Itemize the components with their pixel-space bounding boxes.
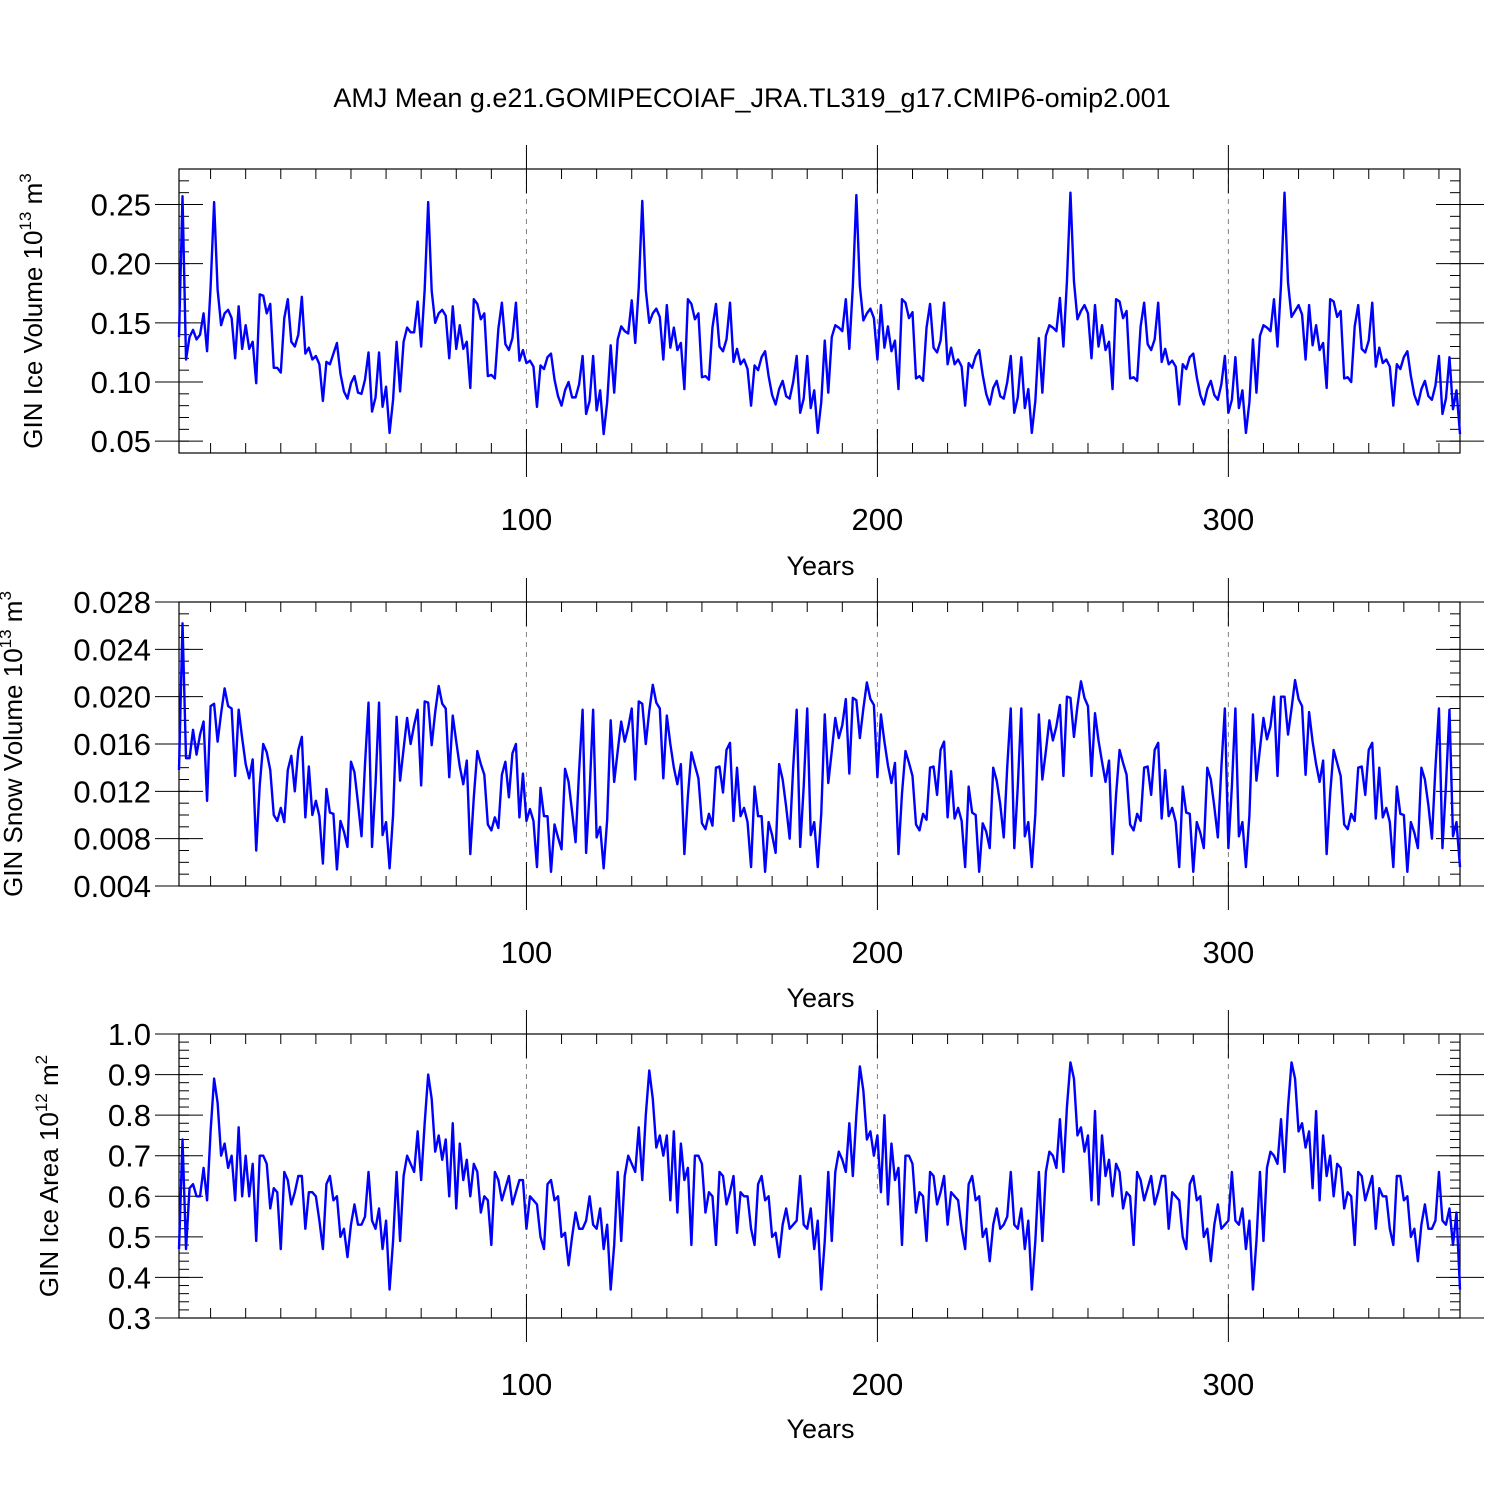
x-axis-label: Years: [786, 1414, 854, 1444]
y-tick-label: 0.20: [91, 247, 151, 282]
y-tick-label: 0.028: [73, 585, 151, 620]
y-axis-label: GIN Ice Area 1012 m2: [32, 1055, 64, 1297]
y-tick-label: 0.8: [108, 1098, 151, 1133]
y-tick-label: 0.3: [108, 1301, 151, 1336]
plot-frame: [178, 1033, 1461, 1319]
series-line: [177, 622, 1462, 873]
y-tick-label: 0.004: [73, 869, 151, 904]
y-tick-label: 0.016: [73, 727, 151, 762]
y-tick-label: 0.008: [73, 822, 151, 857]
x-tick-label: 300: [1202, 502, 1254, 537]
y-tick-label: 0.05: [91, 424, 151, 459]
y-tick-label: 0.25: [91, 188, 151, 223]
y-tick-label: 0.6: [108, 1179, 151, 1214]
y-tick-label: 0.7: [108, 1139, 151, 1174]
y-tick-label: 0.5: [108, 1220, 151, 1255]
x-tick-label: 200: [852, 935, 904, 970]
y-tick-label: 0.020: [73, 680, 151, 715]
x-tick-label: 200: [852, 502, 904, 537]
y-tick-label: 0.012: [73, 774, 151, 809]
y-tick-label: 1.0: [108, 1017, 151, 1052]
x-axis-label: Years: [786, 983, 854, 1013]
panel-ice-area: 0.3 0.4 0.5 0.6 0.7 0.8 0.9 1.0 100 200 300 Years GI…: [32, 1010, 1484, 1444]
x-tick-label: 100: [501, 502, 553, 537]
x-tick-label: 100: [501, 935, 553, 970]
series-line: [177, 191, 1462, 436]
y-tick-label: 0.024: [73, 632, 151, 667]
series-line: [177, 1061, 1462, 1291]
panel-ice-volume: 0.05 0.10 0.15 0.20 0.25 100 200 300 Years GIN Ic…: [16, 145, 1484, 581]
figure-title: AMJ Mean g.e21.GOMIPECOIAF_JRA.TL319_g17…: [333, 83, 1170, 113]
y-tick-label: 0.10: [91, 365, 151, 400]
x-tick-label: 300: [1202, 1367, 1254, 1402]
y-axis-label: GIN Snow Volume 1013 m3: [0, 591, 28, 897]
panel-snow-volume: 0.004 0.008 0.012 0.016 0.020 0.024 0.028 100 20…: [0, 578, 1484, 1013]
y-tick-label: 0.9: [108, 1058, 151, 1093]
x-tick-label: 300: [1202, 935, 1254, 970]
x-tick-label: 200: [852, 1367, 904, 1402]
y-tick-label: 0.15: [91, 306, 151, 341]
x-axis-label: Years: [786, 551, 854, 581]
x-tick-label: 100: [501, 1367, 553, 1402]
y-axis-label: GIN Ice Volume 1013 m3: [16, 173, 48, 449]
y-tick-label: 0.4: [108, 1260, 151, 1295]
